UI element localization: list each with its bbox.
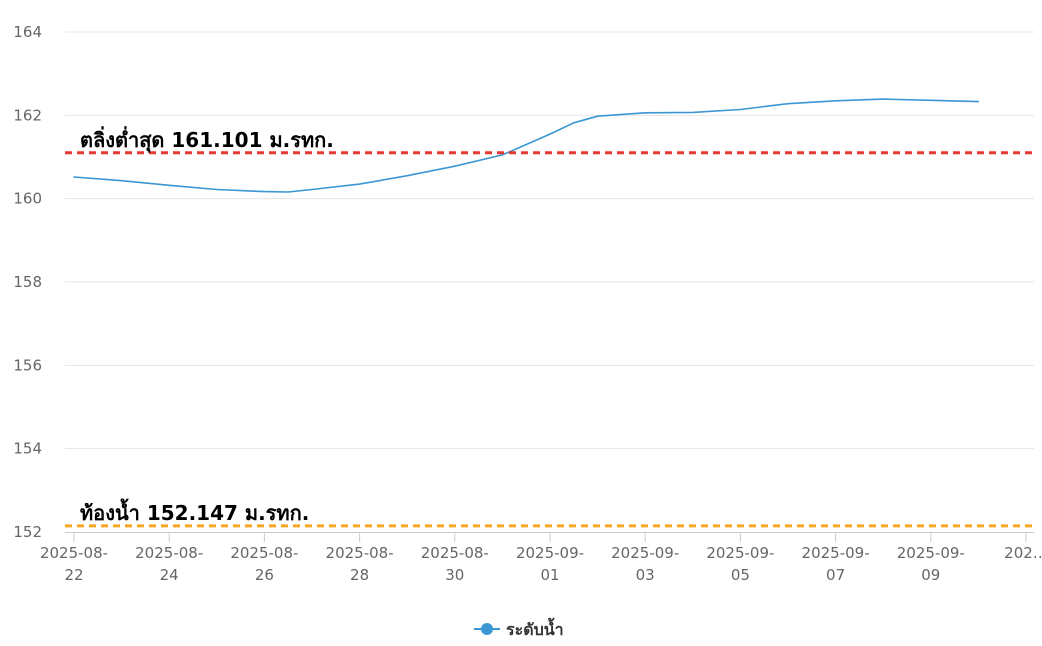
x-tick-label-line2: 03 bbox=[636, 566, 655, 584]
x-tick-label: 2025-09- bbox=[897, 544, 965, 562]
series-layer bbox=[73, 98, 980, 193]
x-tick-label-line2: 28 bbox=[350, 566, 369, 584]
grid-layer bbox=[65, 31, 1034, 450]
reference-line-label: ท้องน้ำ 152.147 ม.รทก. bbox=[80, 498, 309, 525]
x-tick-label: 2025-09- bbox=[802, 544, 870, 562]
x-axis: 2025-08- 22 2025-08- 24 2025-08- 26 2025-08- 28… bbox=[40, 532, 1042, 584]
series-line bbox=[73, 98, 980, 193]
x-tick-label-line2: 09 bbox=[921, 566, 940, 584]
y-tick-label: 162 bbox=[13, 106, 42, 124]
y-tick-label: 154 bbox=[13, 440, 42, 458]
y-tick-label: 164 bbox=[13, 23, 42, 41]
x-tick-label: 2025-09- bbox=[516, 544, 584, 562]
x-tick-label: 202… bbox=[1004, 544, 1042, 562]
legend-marker[interactable] bbox=[481, 623, 493, 635]
x-tick-label: 2025-08- bbox=[40, 544, 108, 562]
x-tick-label-line2: 30 bbox=[445, 566, 464, 584]
y-tick-label: 158 bbox=[13, 273, 42, 291]
y-tick-label: 160 bbox=[13, 190, 42, 208]
reference-lines: ตลิ่งต่ำสุด 161.101 ม.รทก. ท้องน้ำ 152.14… bbox=[65, 125, 1034, 528]
legend-label[interactable]: ระดับน้ำ bbox=[506, 617, 564, 639]
reference-line-label: ตลิ่งต่ำสุด 161.101 ม.รทก. bbox=[80, 125, 334, 153]
y-tick-label: 152 bbox=[13, 523, 42, 541]
x-tick-label: 2025-08- bbox=[230, 544, 298, 562]
x-tick-label: 2025-09- bbox=[706, 544, 774, 562]
y-axis-ticks: 152 154 156 158 160 162 164 bbox=[13, 23, 42, 541]
x-tick-label-line2: 01 bbox=[540, 566, 559, 584]
legend[interactable]: ระดับน้ำ bbox=[474, 617, 564, 639]
x-tick-label: 2025-09- bbox=[611, 544, 679, 562]
x-tick-label-line2: 26 bbox=[255, 566, 274, 584]
y-tick-label: 156 bbox=[13, 356, 42, 374]
x-tick-label: 2025-08- bbox=[326, 544, 394, 562]
x-tick-label: 2025-08- bbox=[421, 544, 489, 562]
x-tick-label: 2025-08- bbox=[135, 544, 203, 562]
x-tick-label-line2: 07 bbox=[826, 566, 845, 584]
x-tick-label-line2: 22 bbox=[64, 566, 83, 584]
x-tick-label-line2: 24 bbox=[160, 566, 179, 584]
x-tick-label-line2: 05 bbox=[731, 566, 750, 584]
